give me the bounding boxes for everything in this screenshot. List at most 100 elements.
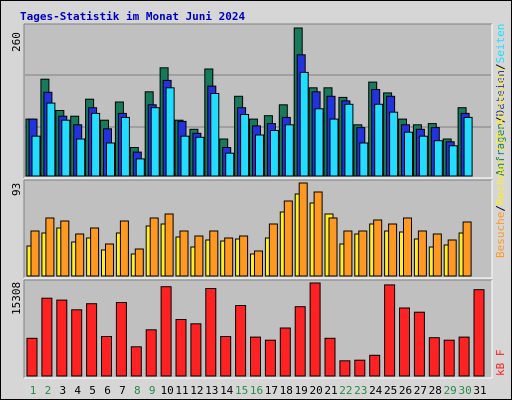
bar-besuche-day-21 — [328, 217, 338, 277]
bar-kb-day-25 — [384, 284, 396, 377]
bar-kb-day-22 — [339, 360, 351, 377]
day-label-13: 13 — [205, 384, 218, 397]
bar-seiten-day-4 — [76, 138, 86, 177]
x-axis-day-labels: 1 2 3 4 5 6 7 8 9 10 11 12 13 14 15 16 17 18 19 20 21 22 23 24 2… — [30, 384, 487, 397]
bar-besuche-day-1 — [30, 230, 40, 277]
day-label-14: 14 — [220, 384, 234, 397]
bar-kb-day-2 — [41, 297, 53, 377]
day-label-26: 26 — [399, 384, 412, 397]
legend-middle-part-2: Rechner (IP-Adressen) — [494, 66, 507, 205]
bar-besuche-day-20 — [313, 191, 323, 277]
bar-seiten-day-7 — [120, 116, 130, 177]
day-label-24: 24 — [369, 384, 383, 397]
bar-seiten-day-18 — [284, 124, 294, 177]
bar-kb-day-20 — [309, 282, 321, 377]
panel-kb-ymax: 15308 — [10, 282, 23, 315]
day-label-3: 3 — [59, 384, 66, 397]
day-label-20: 20 — [309, 384, 322, 397]
day-label-6: 6 — [104, 384, 111, 397]
day-label-5: 5 — [89, 384, 96, 397]
bar-kb-day-29 — [443, 339, 455, 377]
bar-besuche-day-17 — [268, 223, 278, 277]
day-label-1: 1 — [30, 384, 37, 397]
bar-seiten-day-12 — [195, 136, 205, 177]
day-label-18: 18 — [280, 384, 293, 397]
legend-kb: kB F — [494, 350, 507, 377]
bar-kb-day-28 — [428, 337, 440, 377]
bar-kb-day-19 — [294, 306, 306, 377]
legend-top-part-1: / — [494, 116, 507, 123]
day-label-23: 23 — [354, 384, 367, 397]
legend-top-part-3: / — [494, 63, 507, 70]
bar-seiten-day-3 — [61, 119, 71, 177]
bar-seiten-day-14 — [225, 152, 235, 177]
bar-besuche-day-26 — [403, 217, 412, 277]
bar-besuche-day-14 — [224, 237, 234, 277]
legend-requests: Anfragen/Dateien/Seiten — [494, 24, 507, 176]
bar-seiten-day-9 — [150, 107, 160, 177]
bar-besuche-day-19 — [298, 182, 308, 277]
bar-kb-day-12 — [190, 323, 202, 377]
bar-seiten-day-17 — [269, 130, 279, 177]
bar-besuche-day-24 — [373, 219, 383, 277]
day-label-25: 25 — [384, 384, 397, 397]
bar-besuche-day-30 — [462, 221, 472, 277]
bar-seiten-day-27 — [418, 135, 428, 177]
bar-seiten-day-21 — [329, 118, 339, 177]
bar-seiten-day-30 — [463, 116, 473, 177]
bar-kb-day-24 — [369, 354, 381, 377]
bar-seiten-day-13 — [210, 93, 220, 177]
day-label-21: 21 — [324, 384, 337, 397]
bar-besuche-day-27 — [417, 230, 427, 277]
bar-kb-day-1 — [26, 337, 38, 377]
bar-seiten-day-19 — [299, 71, 309, 177]
bar-besuche-day-4 — [75, 233, 85, 277]
bar-seiten-day-8 — [135, 158, 145, 177]
legend-bottom-part-0: kB F — [494, 350, 507, 377]
legend-middle-part-1: / — [494, 205, 507, 212]
bar-seiten-day-24 — [374, 103, 384, 177]
bar-seiten-day-29 — [448, 145, 458, 177]
bar-besuche-day-13 — [209, 230, 219, 277]
bar-kb-day-5 — [86, 303, 98, 377]
bar-seiten-day-15 — [240, 114, 250, 177]
bar-besuche-day-28 — [432, 233, 442, 277]
panel-visits-ymax: 93 — [10, 183, 23, 196]
bar-kb-day-8 — [130, 346, 142, 377]
bar-seiten-day-16 — [255, 134, 264, 177]
bar-kb-day-16 — [250, 336, 261, 377]
bar-besuche-day-23 — [358, 230, 368, 277]
bar-seiten-day-1 — [31, 135, 41, 177]
chart-title: Tages-Statistik im Monat Juni 2024 — [20, 10, 246, 23]
bar-besuche-day-12 — [194, 235, 204, 277]
panel-requests-ymax: 260 — [10, 32, 23, 52]
bar-besuche-day-5 — [90, 227, 100, 277]
bar-kb-day-9 — [145, 329, 157, 377]
legend-top-part-0: Anfragen — [494, 123, 507, 176]
bar-besuche-day-22 — [343, 230, 353, 277]
bar-kb-day-26 — [399, 307, 410, 377]
day-label-15: 15 — [235, 384, 248, 397]
bar-kb-day-23 — [354, 359, 366, 377]
bar-seiten-day-28 — [433, 140, 443, 177]
day-label-30: 30 — [458, 384, 471, 397]
bars-layer — [25, 27, 485, 377]
day-label-4: 4 — [74, 384, 81, 397]
day-label-8: 8 — [134, 384, 141, 397]
day-label-31: 31 — [473, 384, 486, 397]
bar-seiten-day-22 — [344, 103, 354, 177]
bar-kb-day-30 — [458, 336, 470, 377]
bar-kb-day-10 — [160, 286, 172, 377]
bar-besuche-day-2 — [45, 217, 55, 277]
day-label-9: 9 — [149, 384, 156, 397]
day-label-11: 11 — [175, 384, 188, 397]
bar-kb-day-17 — [264, 339, 276, 377]
bar-seiten-day-25 — [389, 111, 399, 177]
bar-kb-day-27 — [413, 311, 425, 377]
bar-kb-day-6 — [101, 336, 112, 377]
day-label-28: 28 — [429, 384, 442, 397]
bar-besuche-day-29 — [447, 239, 457, 277]
bar-kb-day-4 — [71, 309, 83, 377]
day-label-29: 29 — [444, 384, 457, 397]
